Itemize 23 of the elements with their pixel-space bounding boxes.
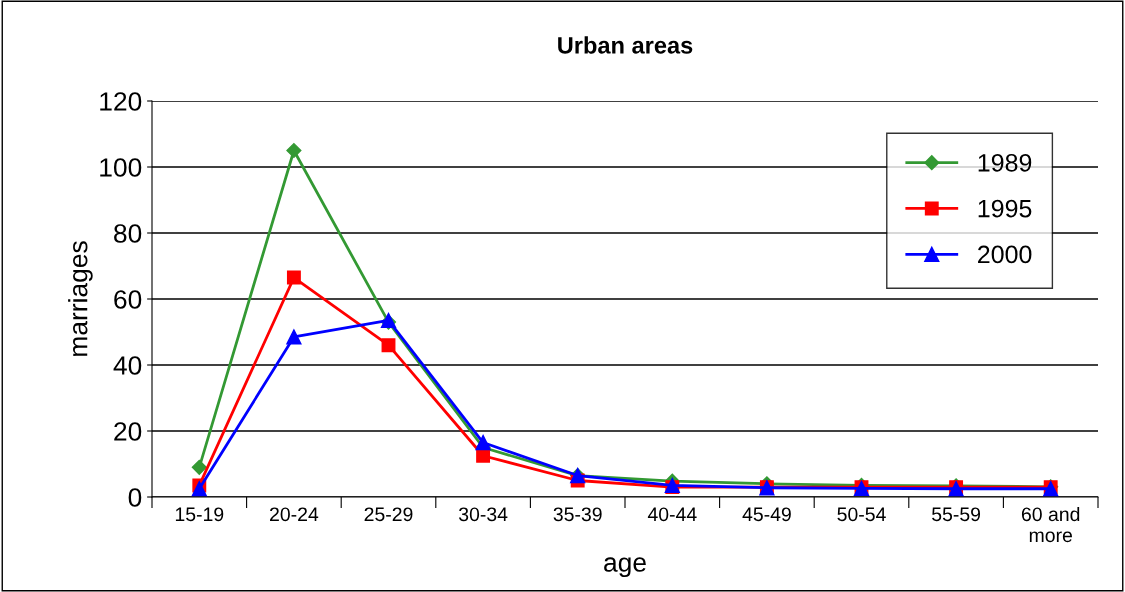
- x-tick-label: 25-29: [364, 507, 413, 522]
- x-tick-label: 45-49: [742, 507, 791, 522]
- y-tick-label: 40: [113, 356, 142, 375]
- x-tick-label: 20-24: [270, 507, 319, 522]
- x-axis-title: age: [604, 557, 646, 578]
- y-tick-label: 20: [114, 422, 142, 441]
- y-tick-label: 80: [114, 224, 142, 243]
- x-tick-label: 15-19: [175, 507, 224, 522]
- x-tick-label: 35-39: [553, 507, 602, 522]
- legend-label: 2000: [978, 245, 1032, 264]
- y-tick-label: 60: [114, 290, 142, 309]
- legend-label: 1989: [978, 153, 1032, 172]
- x-tick-label: 55-59: [932, 507, 981, 522]
- y-axis-title: marriages: [68, 241, 93, 356]
- chart-title: Urban areas: [558, 36, 693, 54]
- y-tick-label: 120: [100, 92, 142, 111]
- x-tick-label: 40-44: [647, 507, 697, 522]
- x-tick-label: 50-54: [837, 507, 886, 522]
- y-tick-label: 100: [100, 158, 142, 177]
- legend-label: 1995: [978, 199, 1032, 218]
- x-tick-label: 30-34: [458, 507, 508, 522]
- y-tick-label: 0: [128, 488, 142, 507]
- x-tick-label: 60 and more: [1021, 506, 1080, 543]
